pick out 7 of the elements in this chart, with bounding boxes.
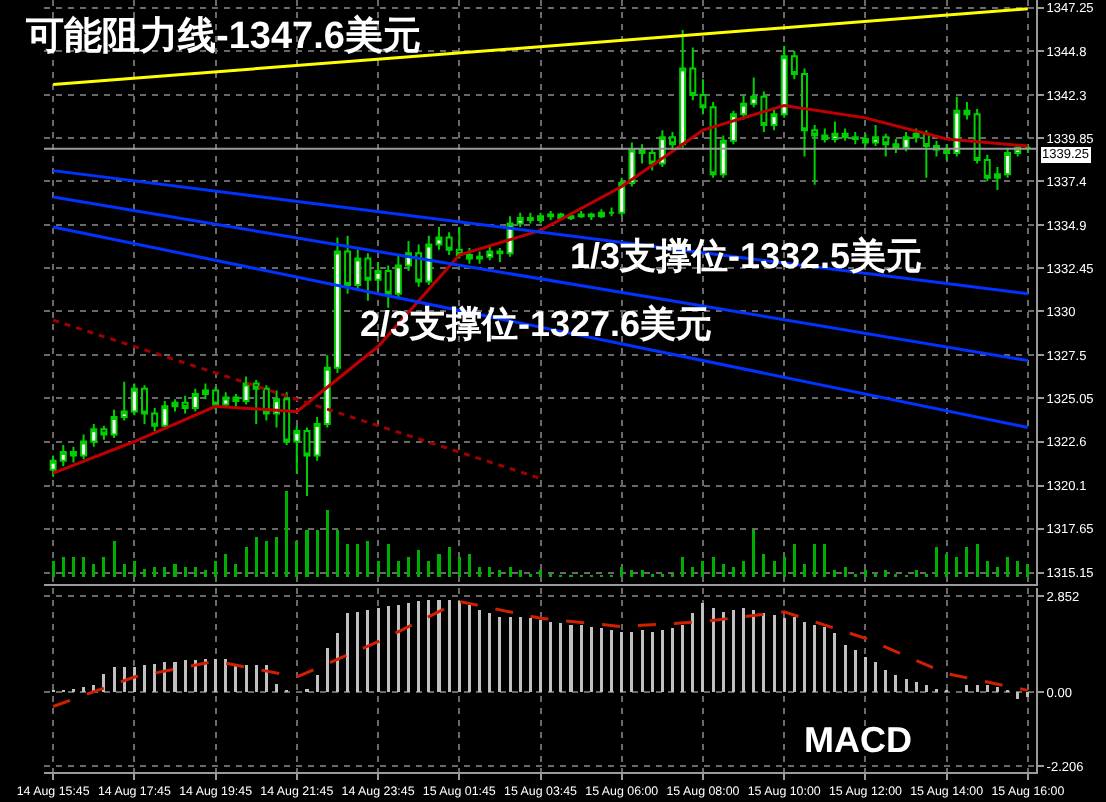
annotation: 可能阻力线-1347.6美元 xyxy=(24,14,421,58)
line-series xyxy=(51,104,1030,475)
candlestick xyxy=(608,206,616,218)
line-series xyxy=(51,599,1030,709)
candlestick xyxy=(171,398,179,413)
candlestick xyxy=(1024,143,1032,155)
annotation: MACD xyxy=(804,720,912,760)
